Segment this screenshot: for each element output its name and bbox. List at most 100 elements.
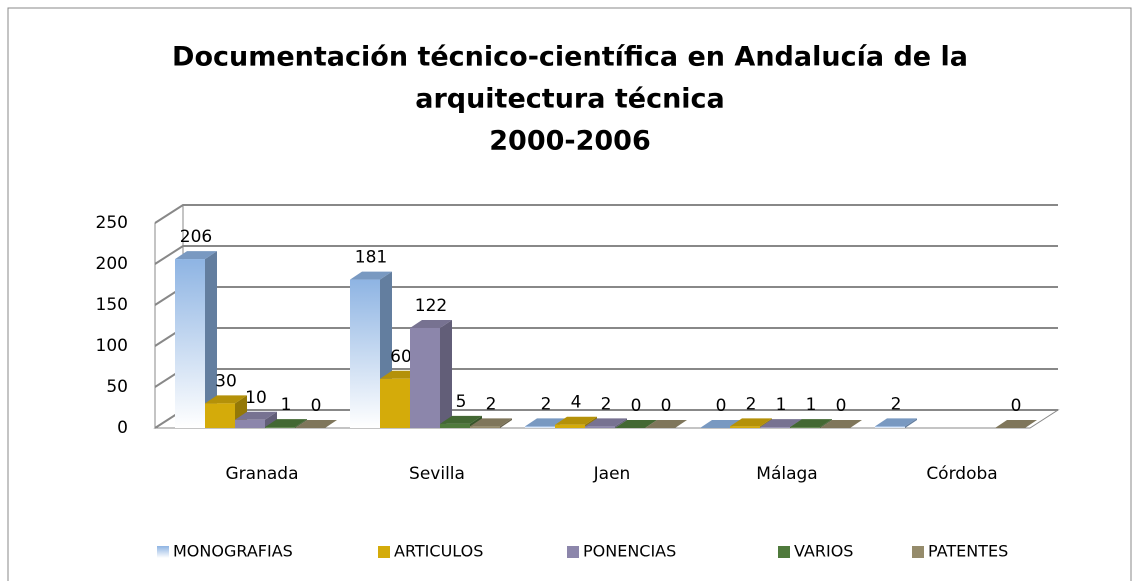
grid-line xyxy=(154,245,1058,265)
bar-top xyxy=(175,251,217,260)
bar-front xyxy=(440,423,470,428)
bar-side xyxy=(205,251,217,428)
bar xyxy=(995,420,1037,428)
data-label: 0 xyxy=(661,396,672,416)
bar-top xyxy=(730,418,772,427)
data-label: 122 xyxy=(415,296,447,316)
grid-line xyxy=(154,204,1058,224)
x-tick-label: Málaga xyxy=(756,464,817,484)
y-tick-label: 150 xyxy=(96,295,128,315)
bar-front xyxy=(525,426,555,428)
bar-front xyxy=(205,403,235,428)
x-tick-label: Córdoba xyxy=(926,464,997,484)
bar xyxy=(790,419,832,428)
bar-front xyxy=(585,426,615,428)
bar-front xyxy=(470,426,500,428)
bar-front xyxy=(175,259,205,428)
bar-side xyxy=(295,419,307,428)
bar-front xyxy=(760,427,790,428)
data-label: 2 xyxy=(891,394,902,414)
bar-side xyxy=(500,418,512,428)
bar-side xyxy=(440,319,452,428)
bar-side xyxy=(615,418,627,428)
data-label: 0 xyxy=(311,396,322,416)
bar-top xyxy=(615,420,657,428)
y-tick-label: 0 xyxy=(117,418,128,438)
chart-title: arquitectura técnica xyxy=(415,84,725,115)
bar-front xyxy=(410,327,440,428)
bar-front xyxy=(350,279,380,428)
x-tick-label: Jaen xyxy=(593,464,631,484)
bar-top xyxy=(875,418,917,427)
bar-top xyxy=(235,411,277,420)
bar-front xyxy=(555,424,585,428)
legend-label: PONENCIAS xyxy=(583,542,676,561)
bar-top xyxy=(470,418,512,427)
data-label: 206 xyxy=(180,227,212,247)
legend-label: ARTICULOS xyxy=(394,542,483,561)
grid-line xyxy=(154,286,1058,306)
y-tick-label: 250 xyxy=(96,213,128,233)
legend-label: VARIOS xyxy=(794,542,853,561)
data-label: 1 xyxy=(806,395,817,415)
bar xyxy=(645,420,687,428)
bar xyxy=(585,418,627,428)
bar-front xyxy=(265,427,295,428)
y-tick-label: 200 xyxy=(96,254,128,274)
y-tick-label: 50 xyxy=(106,377,128,397)
legend-label: MONOGRAFIAS xyxy=(173,542,293,561)
chart-title: Documentación técnico-científica en Anda… xyxy=(172,42,968,73)
bar-top xyxy=(995,420,1037,428)
data-label: 2 xyxy=(541,394,552,414)
data-label: 2 xyxy=(486,394,497,414)
bar-side xyxy=(265,411,277,428)
bar-top xyxy=(205,395,247,404)
data-label: 0 xyxy=(1011,396,1022,416)
data-label: 1 xyxy=(281,395,292,415)
bar xyxy=(470,418,512,428)
x-tick-label: Sevilla xyxy=(409,464,465,484)
bar xyxy=(235,411,277,428)
bar-front xyxy=(380,378,410,428)
grid-line xyxy=(154,327,1058,347)
data-label: 181 xyxy=(355,248,387,268)
bar-side xyxy=(820,419,832,428)
bar-front xyxy=(235,419,265,428)
data-label: 60 xyxy=(390,347,412,367)
bar-top xyxy=(760,419,802,428)
bar-top xyxy=(410,319,452,328)
bar xyxy=(615,420,657,428)
data-label: 30 xyxy=(215,371,237,391)
data-label: 0 xyxy=(716,396,727,416)
bar-top xyxy=(295,420,337,428)
bar-front xyxy=(790,427,820,428)
data-label: 2 xyxy=(601,394,612,414)
legend-swatch xyxy=(378,546,390,558)
bar xyxy=(295,420,337,428)
bar-top xyxy=(790,419,832,428)
data-label: 0 xyxy=(631,396,642,416)
bar xyxy=(875,418,917,428)
y-tick-label: 100 xyxy=(96,336,128,356)
bar-top xyxy=(555,416,597,425)
bar-top xyxy=(440,415,482,424)
legend-swatch xyxy=(778,546,790,558)
bar-front xyxy=(730,426,760,428)
chart-title: 2000-2006 xyxy=(489,126,651,157)
bar-side xyxy=(905,418,917,428)
bar-top xyxy=(265,419,307,428)
bar xyxy=(205,395,247,428)
bar-front xyxy=(875,426,905,428)
bar-top xyxy=(350,271,392,280)
data-label: 0 xyxy=(836,396,847,416)
bar xyxy=(265,419,307,428)
bar-top xyxy=(645,420,687,428)
grid-line xyxy=(154,368,1058,388)
data-label: 10 xyxy=(245,388,267,408)
frame xyxy=(7,7,1132,581)
bar xyxy=(410,319,452,428)
legend-swatch xyxy=(912,546,924,558)
bar-top xyxy=(585,418,627,427)
bar xyxy=(820,420,862,428)
